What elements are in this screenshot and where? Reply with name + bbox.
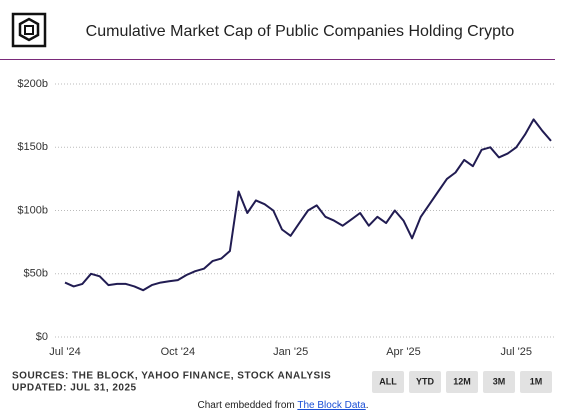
x-tick-label: Oct '24 — [161, 346, 196, 358]
x-tick-label: Jul '24 — [49, 346, 80, 358]
embed-prefix: Chart embedded from — [197, 400, 294, 411]
y-tick-label: $200b — [17, 78, 48, 90]
button-label[interactable]: 1M — [530, 376, 543, 386]
button-bg — [520, 371, 552, 393]
x-tick-label: Apr '25 — [386, 346, 421, 358]
y-tick-label: $100b — [17, 204, 48, 216]
range-button[interactable]: 1M — [520, 371, 552, 393]
sources: SOURCES: THE BLOCK, YAHOO FINANCE, STOCK… — [12, 371, 331, 382]
y-tick-label: $150b — [17, 141, 48, 153]
range-button[interactable]: 12M — [446, 371, 478, 393]
y-tick-label: $50b — [24, 268, 48, 280]
range-button[interactable]: ALL — [372, 371, 404, 393]
x-tick-label: Jul '25 — [501, 346, 532, 358]
range-button[interactable]: YTD — [409, 371, 441, 393]
logo — [11, 12, 47, 48]
embed-suffix: . — [366, 400, 369, 411]
embed-link[interactable]: The Block Data — [297, 400, 366, 411]
button-label[interactable]: ALL — [379, 376, 397, 386]
y-tick-label: $0 — [36, 331, 48, 343]
range-button[interactable]: 3M — [483, 371, 515, 393]
embed-note: Chart embedded from The Block Data. — [197, 400, 368, 411]
button-bg — [409, 371, 441, 393]
button-bg — [372, 371, 404, 393]
button-label[interactable]: 3M — [493, 376, 506, 386]
button-label[interactable]: YTD — [416, 376, 435, 386]
x-tick-label: Jan '25 — [273, 346, 308, 358]
series-line — [64, 118, 552, 292]
chart-title: Cumulative Market Cap of Public Companie… — [86, 23, 515, 40]
button-bg — [446, 371, 478, 393]
button-label[interactable]: 12M — [453, 376, 471, 386]
button-bg — [483, 371, 515, 393]
updated: UPDATED: JUL 31, 2025 — [12, 383, 137, 394]
